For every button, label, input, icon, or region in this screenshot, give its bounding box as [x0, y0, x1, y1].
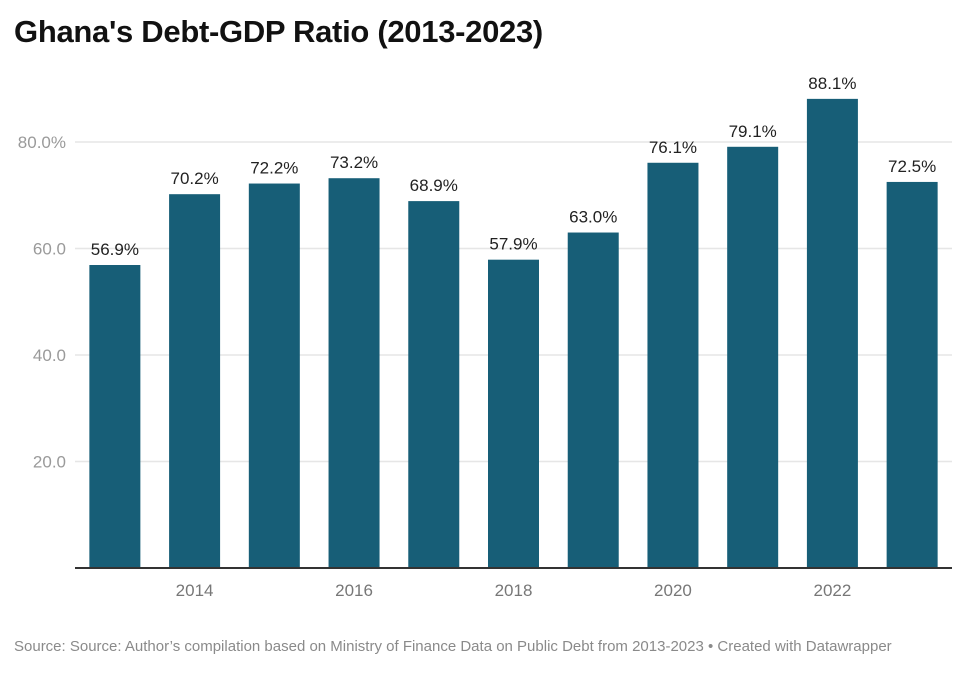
bar-2013 — [89, 265, 141, 568]
bar-2018 — [488, 259, 539, 568]
bar-2017 — [408, 201, 460, 569]
x-tick-label: 2016 — [335, 581, 373, 600]
chart-title: Ghana's Debt-GDP Ratio (2013-2023) — [14, 14, 543, 49]
value-label: 76.1% — [649, 138, 697, 157]
bar-2020 — [647, 162, 699, 568]
value-label: 56.9% — [91, 240, 139, 259]
value-label: 72.5% — [888, 157, 936, 176]
value-label: 88.1% — [808, 74, 856, 93]
source-note: Source: Source: Author’s compilation bas… — [14, 638, 892, 655]
value-label: 57.9% — [489, 235, 537, 254]
value-label: 68.9% — [410, 176, 458, 195]
bar-2014 — [169, 194, 221, 568]
y-tick-label: 20.0 — [33, 453, 66, 472]
value-label: 72.2% — [250, 159, 298, 178]
y-tick-label: 60.0 — [33, 240, 66, 259]
value-label: 70.2% — [170, 169, 218, 188]
y-tick-label: 40.0 — [33, 346, 66, 365]
bar-2022 — [806, 98, 858, 569]
x-tick-label: 2014 — [176, 581, 214, 600]
value-label: 73.2% — [330, 153, 378, 172]
value-label: 63.0% — [569, 208, 617, 227]
bar-2019 — [567, 232, 619, 568]
bar-2015 — [248, 183, 300, 568]
value-label: 79.1% — [729, 122, 777, 141]
y-tick-label: 80.0% — [18, 133, 66, 152]
bar-2021 — [727, 146, 779, 569]
x-tick-label: 2018 — [495, 581, 533, 600]
bar-2016 — [328, 178, 380, 568]
bar-chart: 20.0 40.0 60.0 80.0% 56.9% 70.2% 72.2% 73.2% 68.… — [18, 74, 952, 600]
x-tick-label: 2020 — [654, 581, 692, 600]
bar-2023 — [886, 181, 938, 568]
x-tick-label: 2022 — [813, 581, 851, 600]
